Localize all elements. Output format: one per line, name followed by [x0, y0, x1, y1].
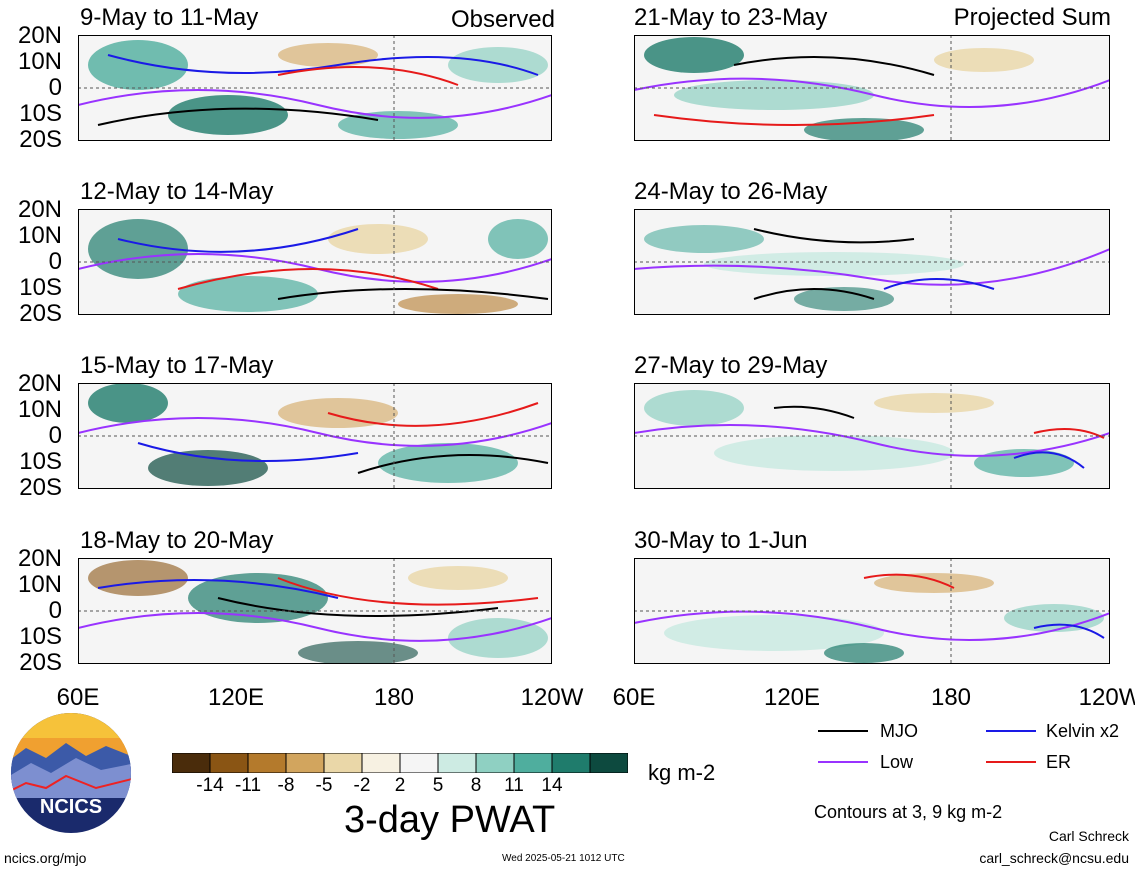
legend-line-mjo: [818, 730, 868, 732]
colorbar-swatch: [589, 753, 628, 773]
lat-label: 10S: [19, 448, 62, 475]
map-panel-right-3: [634, 383, 1110, 489]
lon-label-right-text: 120W: [1078, 684, 1135, 711]
contour-note: Contours at 3, 9 kg m-2: [814, 802, 1003, 822]
colorbar-swatch: [551, 753, 591, 773]
panel-title-left-2: 12-May to 14-May: [80, 178, 274, 205]
legend-label-mjo: MJO: [880, 721, 918, 741]
colorbar-tick-label: -2: [353, 775, 371, 796]
colorbar-tick-label: 11: [504, 775, 524, 796]
lon-label-right: 120W: [1079, 686, 1135, 710]
lat-label: 20N: [17, 370, 62, 397]
author-name: Carl Schreck: [1048, 828, 1129, 844]
projected-sum-label: Projected Sum: [953, 4, 1111, 31]
lon-label-right: 60E: [612, 684, 656, 711]
colorbar: [172, 753, 628, 773]
colorbar-tick-label: 5: [432, 775, 444, 796]
lat-label: 0: [48, 422, 62, 449]
lat-label: 10N: [17, 571, 62, 598]
lon-label-left: 120E: [207, 684, 265, 711]
panel-title-right-3: 27-May to 29-May: [634, 352, 828, 379]
site-url: ncics.org/mjo: [4, 850, 87, 866]
colorbar-swatch: [399, 753, 439, 773]
panel-title-right-2: 24-May to 26-May: [634, 178, 828, 205]
lat-label: 20S: [19, 300, 62, 327]
legend-line-kelvin: [986, 730, 1036, 732]
logo-text: NCICS: [40, 796, 102, 818]
colorbar-tick-label: -8: [277, 775, 295, 796]
map-panel-right-1: [634, 35, 1110, 141]
map-panel-left-3: [78, 383, 552, 489]
lon-label-left: 180: [373, 684, 415, 711]
colorbar-swatch: [247, 753, 287, 773]
legend-line-er: [986, 761, 1036, 763]
lat-label: 20S: [19, 649, 62, 676]
observed-label: Observed: [450, 6, 555, 33]
colorbar-swatch: [475, 753, 515, 773]
legend-label-low: Low: [880, 752, 914, 772]
panel-title-right-1: 21-May to 23-May: [634, 4, 828, 31]
lat-label: 0: [48, 248, 62, 275]
map-panel-left-2: [78, 209, 552, 315]
map-panel-right-4: [634, 558, 1110, 664]
author-email: carl_schreck@ncsu.edu: [979, 850, 1129, 866]
panel-title-left-1: 9-May to 11-May: [80, 4, 259, 31]
colorbar-swatch: [323, 753, 363, 773]
lon-label-left: 60E: [56, 684, 100, 711]
colorbar-title: 3-day PWAT: [344, 799, 556, 841]
lat-label: 10S: [19, 274, 62, 301]
lon-label-right: 180: [930, 684, 972, 711]
colorbar-tick-label: -5: [315, 775, 333, 796]
colorbar-swatch: [437, 753, 477, 773]
lat-label: 20N: [17, 22, 62, 49]
colorbar-swatch: [209, 753, 249, 773]
map-panel-right-2: [634, 209, 1110, 315]
lon-label-left: 120W: [520, 684, 584, 711]
ncics-logo: NCICS: [11, 713, 131, 833]
legend-label-kelvin: Kelvin x2: [1046, 721, 1120, 741]
colorbar-tick-label: -14: [196, 775, 224, 796]
colorbar-tick-label: 14: [541, 775, 563, 796]
map-panel-left-1: [78, 35, 552, 141]
colorbar-swatch: [361, 753, 401, 773]
panel-title-left-4: 18-May to 20-May: [80, 527, 274, 554]
lat-label: 10N: [17, 396, 62, 423]
colorbar-swatch: [172, 753, 211, 773]
colorbar-tick-label: 8: [470, 775, 482, 796]
lat-label: 10N: [17, 222, 62, 249]
map-panel-left-4: [78, 558, 552, 664]
colorbar-units: kg m-2: [648, 760, 716, 785]
lon-label-right: 120E: [763, 684, 821, 711]
timestamp: Wed 2025-05-21 1012 UTC: [502, 853, 625, 864]
lat-label: 0: [48, 597, 62, 624]
legend-label-er: ER: [1046, 752, 1072, 772]
lat-label: 20N: [17, 545, 62, 572]
legend-line-low: [818, 761, 868, 763]
lat-label: 20S: [19, 126, 62, 153]
lat-label: 10S: [19, 623, 62, 650]
lat-label: 20S: [19, 474, 62, 501]
lat-label: 20N: [17, 196, 62, 223]
panel-title-right-4: 30-May to 1-Jun: [634, 527, 808, 554]
colorbar-tick-label: 2: [394, 775, 406, 796]
lat-label: 10S: [19, 100, 62, 127]
colorbar-tick-label: -11: [234, 775, 262, 796]
colorbar-swatch: [285, 753, 325, 773]
lat-label: 0: [48, 74, 62, 101]
lat-label: 10N: [17, 48, 62, 75]
panel-title-left-3: 15-May to 17-May: [80, 352, 274, 379]
colorbar-swatch: [513, 753, 553, 773]
